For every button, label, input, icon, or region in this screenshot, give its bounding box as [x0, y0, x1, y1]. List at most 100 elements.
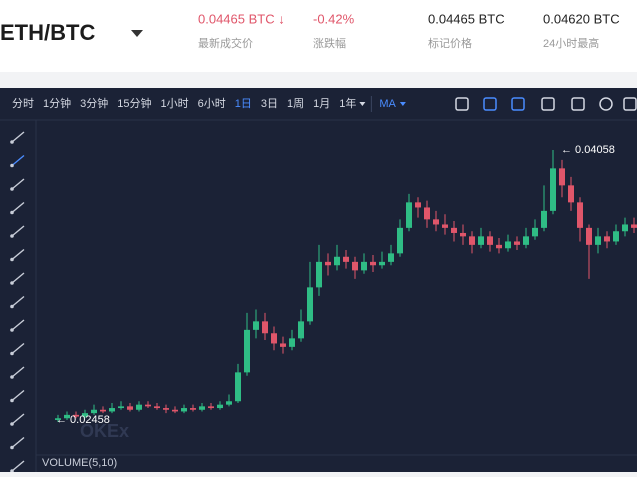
candle-body — [100, 409, 106, 412]
candle-body — [208, 406, 214, 409]
candle-body — [190, 408, 196, 410]
drawing-tool[interactable] — [11, 342, 25, 355]
candle-body — [307, 287, 313, 322]
candle-body — [316, 261, 322, 288]
drawing-tool-dot[interactable] — [10, 257, 14, 262]
drawing-tool[interactable] — [11, 389, 25, 402]
interval-button[interactable]: 15分钟 — [117, 96, 151, 110]
drawing-tool-dot[interactable] — [10, 304, 14, 309]
candle-body — [532, 227, 538, 237]
interval-button[interactable]: 3日 — [261, 98, 278, 110]
interval-button[interactable]: 3分钟 — [80, 96, 108, 110]
candle-body — [433, 219, 439, 225]
candle-body — [73, 414, 79, 417]
tool-icon[interactable] — [483, 97, 497, 111]
candle-body — [370, 261, 376, 266]
candle-body — [217, 404, 223, 409]
candle-body — [424, 207, 430, 220]
indicator-button[interactable]: MA — [379, 98, 396, 110]
dropdown-arrow[interactable] — [399, 102, 406, 106]
candle-body — [199, 406, 205, 410]
drawing-tool[interactable] — [11, 225, 25, 237]
drawing-tool-dot[interactable] — [10, 234, 14, 238]
dropdown-arrow[interactable] — [359, 102, 366, 106]
candle-body — [91, 409, 97, 414]
drawing-tool-dot[interactable] — [10, 398, 14, 403]
candle-body — [334, 256, 340, 266]
candle-body — [442, 224, 448, 228]
drawing-tool-dot[interactable] — [10, 163, 14, 168]
drawing-tool[interactable] — [11, 436, 25, 449]
drawing-tool[interactable] — [11, 154, 25, 167]
candle-body — [586, 227, 592, 245]
drawing-tool-dot[interactable] — [10, 445, 14, 450]
drawing-tool-dot[interactable] — [10, 187, 14, 191]
drawing-tool-dot[interactable] — [10, 328, 14, 332]
candle-body — [136, 404, 142, 410]
tool-icon[interactable] — [455, 97, 469, 111]
candle-body — [253, 321, 259, 330]
interval-button[interactable]: 6小时 — [198, 97, 226, 110]
candle-body — [343, 256, 349, 262]
drawing-tool[interactable] — [11, 366, 25, 378]
tool-icon[interactable] — [571, 97, 585, 111]
candle-body — [550, 168, 556, 211]
candle-body — [145, 404, 151, 407]
candle-body — [559, 168, 565, 186]
tool-icon[interactable] — [599, 97, 613, 111]
drawing-tool[interactable] — [11, 178, 25, 190]
volume-label: VOLUME(5,10) — [42, 457, 117, 469]
candle-body — [541, 210, 547, 228]
drawing-tool-dot[interactable] — [10, 422, 14, 426]
candle-body — [235, 372, 241, 402]
candle-body — [271, 333, 277, 344]
drawing-tool[interactable] — [11, 295, 25, 308]
candle-body — [415, 202, 421, 208]
interval-button[interactable]: 分时 — [12, 97, 34, 110]
candle-body — [262, 321, 268, 334]
interval-button[interactable]: 1年 — [339, 96, 356, 110]
candle-body — [82, 413, 88, 417]
pair-dropdown[interactable] — [131, 30, 143, 37]
pair-title[interactable]: ETH/BTC — [0, 20, 95, 45]
drawing-tool[interactable] — [11, 413, 25, 425]
candle-body — [604, 236, 610, 242]
candle-body — [577, 202, 583, 228]
tool-icon[interactable] — [511, 97, 525, 111]
interval-button[interactable]: 1月 — [313, 98, 330, 110]
interval-button[interactable]: 1小时 — [161, 97, 189, 110]
candle-body — [280, 343, 286, 347]
drawing-tool-dot[interactable] — [10, 375, 14, 379]
drawing-tool[interactable] — [11, 201, 25, 214]
candle-body — [469, 236, 475, 245]
high-label: ← 0.04058 — [561, 144, 615, 156]
drawing-tool-dot[interactable] — [10, 210, 14, 215]
interval-button[interactable]: 1日 — [235, 98, 252, 110]
tool-icon[interactable] — [541, 97, 555, 111]
interval-button[interactable]: 1周 — [287, 97, 304, 110]
drawing-tool[interactable] — [11, 272, 25, 284]
drawing-tool-dot[interactable] — [10, 351, 14, 356]
stat-label: 最新成交价 — [198, 36, 253, 50]
tool-icon[interactable] — [623, 97, 637, 111]
candle-body — [397, 227, 403, 254]
candle-body — [460, 232, 466, 237]
candle-body — [361, 261, 367, 271]
drawing-tool-dot[interactable] — [10, 140, 14, 144]
low-label: ← 0.02458 — [56, 414, 110, 426]
candle-body — [613, 231, 619, 242]
drawing-tool[interactable] — [11, 319, 25, 331]
drawing-tool[interactable] — [11, 248, 25, 261]
candle-body — [298, 321, 304, 339]
drawing-tool[interactable] — [11, 460, 25, 472]
drawing-tool[interactable] — [11, 131, 25, 143]
candle-body — [622, 224, 628, 232]
interval-button[interactable]: 1分钟 — [43, 96, 71, 110]
candle-body — [595, 236, 601, 245]
candle-body — [505, 241, 511, 249]
candle-body — [523, 236, 529, 245]
candle-body — [127, 406, 133, 410]
drawing-tool-dot[interactable] — [10, 281, 14, 285]
candle-body — [181, 408, 187, 412]
